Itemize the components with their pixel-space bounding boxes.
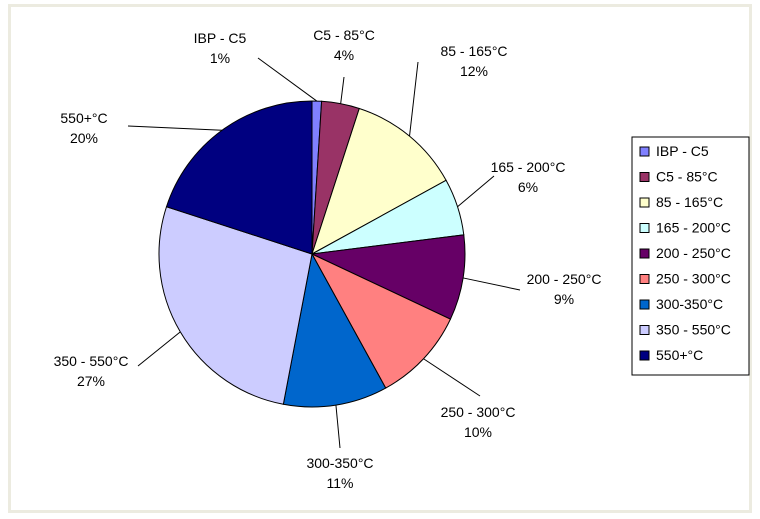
leader-line bbox=[137, 331, 181, 367]
leader-lines bbox=[127, 57, 521, 449]
data-label-percent: 27% bbox=[77, 373, 105, 389]
leader-line bbox=[423, 358, 481, 397]
data-label-name: 350 - 550°C bbox=[54, 353, 129, 369]
legend-swatch bbox=[639, 146, 650, 157]
data-labels: IBP - C5 1% C5 - 85°C 4% 85 - 165°C 12% 165 - … bbox=[54, 27, 602, 491]
data-label-name: IBP - C5 bbox=[194, 30, 247, 46]
legend-entry-label: 250 - 300°C bbox=[656, 271, 731, 287]
legend-entry-label: 350 - 550°C bbox=[656, 322, 731, 338]
data-label-name: 300-350°C bbox=[306, 455, 373, 471]
legend-entry-label: 300-350°C bbox=[656, 296, 723, 312]
data-label-percent: 1% bbox=[210, 50, 230, 66]
legend-entry-label: 550+°C bbox=[656, 347, 703, 363]
legend-swatch bbox=[639, 325, 650, 335]
legend-entry-label: 85 - 165°C bbox=[656, 194, 723, 210]
data-label-name: C5 - 85°C bbox=[313, 27, 375, 43]
legend-swatch bbox=[639, 223, 650, 233]
legend-entry-label: 200 - 250°C bbox=[656, 245, 731, 261]
data-label-name: 200 - 250°C bbox=[527, 271, 602, 287]
leader-line bbox=[463, 277, 521, 291]
data-label-percent: 10% bbox=[464, 424, 492, 440]
leader-line bbox=[340, 76, 345, 104]
pie-slice bbox=[165, 100, 313, 255]
legend-swatch bbox=[639, 350, 650, 361]
leader-line bbox=[335, 405, 341, 449]
legend-swatch bbox=[639, 248, 650, 259]
data-label-percent: 11% bbox=[327, 475, 354, 491]
leader-line bbox=[257, 57, 318, 102]
legend-swatch bbox=[639, 197, 650, 208]
legend-swatch bbox=[639, 274, 650, 284]
data-label-name: 250 - 300°C bbox=[441, 404, 516, 420]
legend-swatch bbox=[639, 299, 650, 310]
pie-slices bbox=[158, 100, 466, 408]
leader-line bbox=[409, 61, 419, 137]
legend-swatch bbox=[639, 172, 650, 182]
data-label-percent: 6% bbox=[518, 179, 538, 195]
legend-box bbox=[631, 136, 750, 376]
legend-entry-label: C5 - 85°C bbox=[656, 169, 718, 185]
legend-entry-label: IBP - C5 bbox=[656, 143, 709, 159]
leader-line bbox=[127, 125, 223, 131]
data-label-name: 85 - 165°C bbox=[440, 43, 507, 59]
legend-entry-label: 165 - 200°C bbox=[656, 220, 731, 236]
pie-slice bbox=[282, 252, 387, 408]
legend: IBP - C5 C5 - 85°C 85 - 165°C 165 - 200°C 20… bbox=[631, 136, 750, 376]
data-label-percent: 12% bbox=[460, 63, 488, 79]
data-label-name: 550+°C bbox=[60, 110, 107, 126]
pie-slice bbox=[310, 234, 466, 320]
data-label-percent: 9% bbox=[554, 291, 574, 307]
data-label-name: 165 - 200°C bbox=[491, 159, 566, 175]
data-label-percent: 20% bbox=[70, 130, 98, 146]
leader-line bbox=[457, 175, 495, 208]
data-label-percent: 4% bbox=[334, 47, 354, 63]
